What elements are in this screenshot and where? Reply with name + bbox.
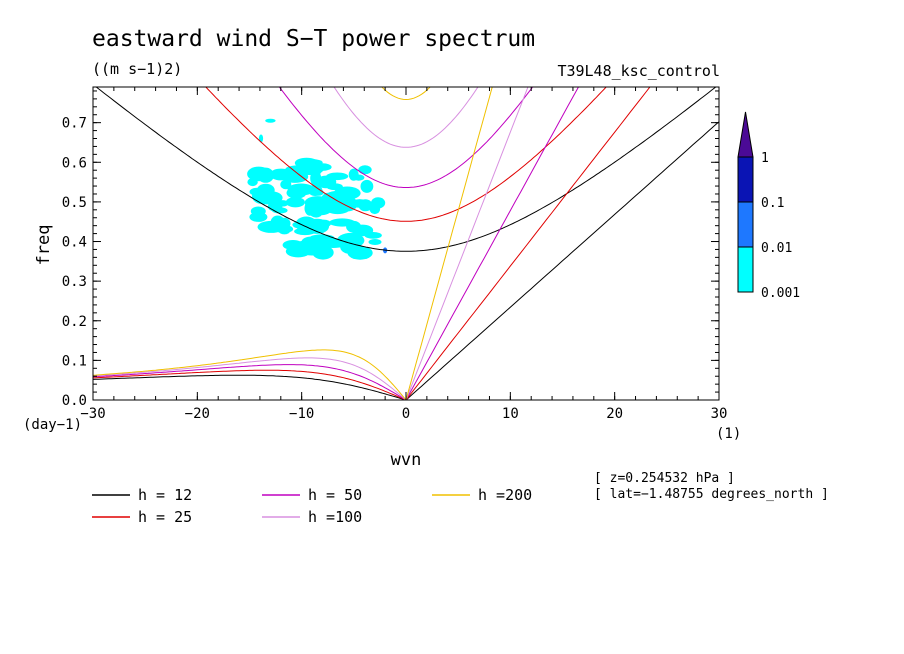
kelvin-wave <box>405 121 719 400</box>
colorbar-label: 0.01 <box>761 241 792 256</box>
legend-item: h = 12 <box>92 486 192 504</box>
y-tick-label: 0.2 <box>62 314 87 330</box>
chart-title: eastward wind S−T power spectrum <box>92 26 535 52</box>
y-tick-label: 0.5 <box>62 195 87 211</box>
gravity-wave <box>95 87 717 252</box>
y-tick-label: 0.6 <box>62 155 87 171</box>
x-tick-label: −10 <box>289 406 314 422</box>
rossby-wave <box>93 349 407 400</box>
x-tick-label: −20 <box>185 406 210 422</box>
y-tick-label: 0.4 <box>62 235 87 251</box>
dispersion-curves <box>93 87 719 400</box>
gravity-wave <box>278 87 534 188</box>
kelvin-wave <box>405 87 493 400</box>
colorbar-label: 0.1 <box>761 196 784 211</box>
gravity-wave <box>205 87 607 222</box>
legend-item: h =100 <box>262 508 362 526</box>
dispersion-curve-12 <box>93 87 719 400</box>
legend-label: h =200 <box>478 486 532 504</box>
legend-label: h = 25 <box>138 508 192 526</box>
power-region <box>247 157 386 260</box>
power-regions <box>247 118 388 260</box>
x-tick-label: −30 <box>80 406 105 422</box>
y-axis-label: freq <box>34 225 54 266</box>
legend-item: h = 50 <box>262 486 362 504</box>
y-tick-label: 0.3 <box>62 274 87 290</box>
kelvin-wave <box>405 87 651 400</box>
y-tick-label: 0.7 <box>62 116 87 132</box>
x-tick-label: 20 <box>606 406 623 422</box>
dispersion-curve-100 <box>93 87 529 400</box>
gravity-wave <box>381 87 431 101</box>
dispersion-curve-25 <box>93 87 651 400</box>
z-level-info: [ z=0.254532 hPa ] <box>594 471 735 486</box>
rossby-wave <box>93 357 407 400</box>
legend-label: h = 12 <box>138 486 192 504</box>
units-label: ((m s−1)2) <box>92 60 182 78</box>
colorbar-box <box>737 156 754 203</box>
colorbar-box <box>737 201 754 248</box>
y-tick-label: 0.0 <box>62 393 87 409</box>
power-region <box>265 118 276 123</box>
x-axis-label: wvn <box>391 450 422 470</box>
kelvin-wave <box>405 87 529 400</box>
plot-area <box>93 87 719 400</box>
colorbar-label: 0.001 <box>761 286 800 301</box>
colorbar-overflow <box>737 111 754 158</box>
power-region <box>247 178 258 187</box>
colorbar-box <box>737 246 754 293</box>
x-tick-label: 10 <box>502 406 519 422</box>
legend-label: h = 50 <box>308 486 362 504</box>
legend-item: h = 25 <box>92 508 192 526</box>
y-axis-ticks: 0.0 0.1 0.2 0.3 0.4 0.5 0.6 0.7 <box>62 90 719 409</box>
legend-item: h =200 <box>432 486 532 504</box>
experiment-label: T39L48_ksc_control <box>557 62 720 80</box>
legend: h = 12 h = 50 h =200 h = 25 h =100 <box>92 486 532 526</box>
y-unit-label: (day−1) <box>23 417 82 433</box>
y-tick-label: 0.1 <box>62 353 87 369</box>
dispersion-curve-50 <box>93 87 580 400</box>
dispersion-curve-200 <box>93 87 493 400</box>
x-axis-ticks: −30 −20 −10 0 10 20 30 <box>80 87 727 422</box>
plot-frame <box>92 86 720 401</box>
colorbar: 1 0.1 0.01 0.001 <box>737 111 800 301</box>
x-tick-label: 30 <box>711 406 728 422</box>
rossby-wave <box>93 369 407 400</box>
legend-label: h =100 <box>308 508 362 526</box>
colorbar-label: 1 <box>761 151 769 166</box>
rossby-wave <box>93 364 407 400</box>
x-tick-label: 0 <box>402 406 410 422</box>
kelvin-wave <box>405 87 580 400</box>
latitude-info: [ lat=−1.48755 degrees_north ] <box>594 487 829 502</box>
x-unit-label: (1) <box>716 426 741 442</box>
gravity-wave <box>333 87 479 148</box>
rossby-wave <box>93 374 407 400</box>
